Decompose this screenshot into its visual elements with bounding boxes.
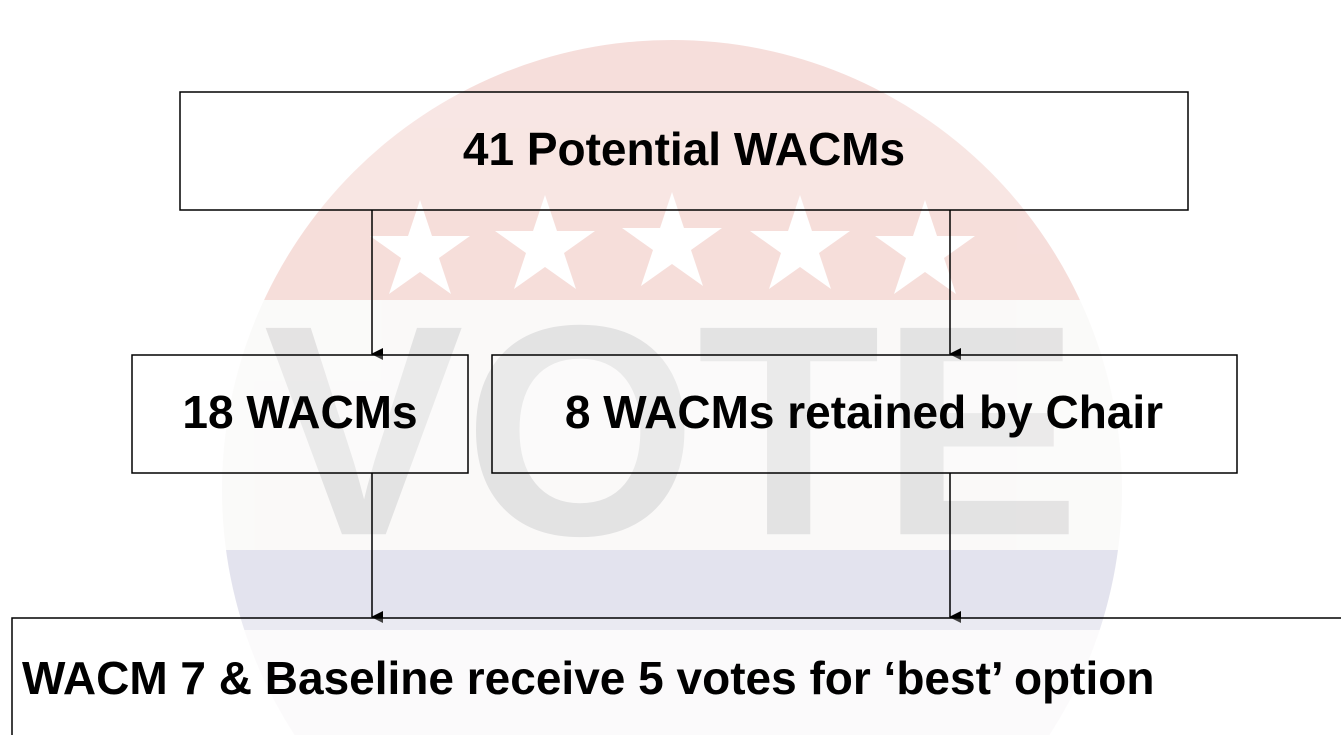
node-label: 8 WACMs retained by Chair [565, 386, 1163, 438]
node-label: 18 WACMs [182, 386, 417, 438]
node-label: 41 Potential WACMs [463, 123, 905, 175]
node-label: WACM 7 & Baseline receive 5 votes for ‘b… [22, 652, 1154, 704]
diagram: VOTE 41 Potential WACMs 18 WACMs 8 WACMs… [0, 0, 1341, 735]
